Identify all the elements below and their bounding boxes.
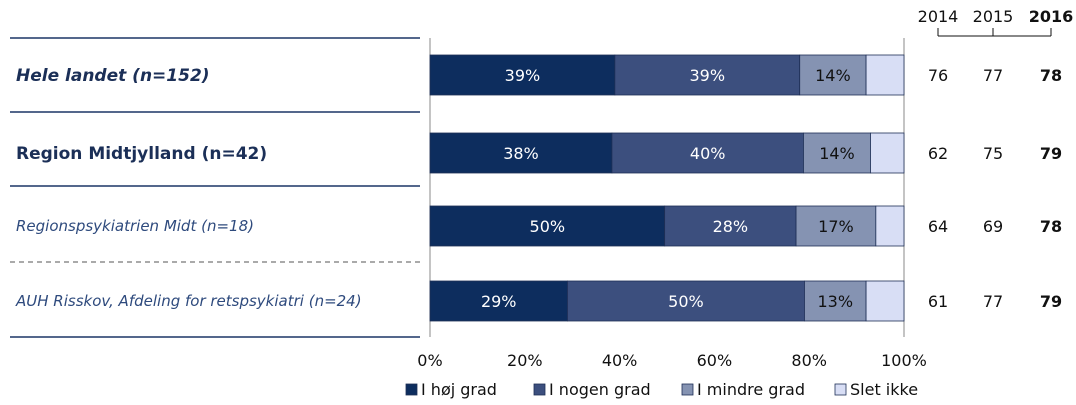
bar-segment-i-mindre-grad: [795, 205, 877, 247]
score-table: 76 77 78 62 75 79 64 69 78 61 77 79: [928, 66, 1062, 311]
score-2015: 77: [983, 66, 1003, 85]
data-label: 50%: [530, 217, 566, 236]
row-label: AUH Risskov, Afdeling for retspsykiatri …: [15, 292, 362, 310]
legend-swatch: [834, 383, 847, 396]
data-label: 14%: [819, 144, 855, 163]
data-label: 39%: [505, 66, 541, 85]
legend-label: I høj grad: [421, 380, 497, 399]
row-labels: Hele landet (n=152) Region Midtjylland (n…: [15, 66, 362, 310]
bar-segment-i-hoj-grad: [429, 132, 613, 174]
data-label: 17%: [818, 217, 854, 236]
score-2016: 79: [1040, 144, 1062, 163]
score-2014: 61: [928, 292, 948, 311]
data-label: 29%: [481, 292, 517, 311]
bar-segment-slet-ikke: [865, 280, 905, 322]
data-label: 39%: [690, 66, 726, 85]
score-2014: 64: [928, 217, 948, 236]
year-label: 2015: [973, 7, 1014, 26]
score-2015: 75: [983, 144, 1003, 163]
row-separators: [10, 37, 420, 338]
bar-segment-i-mindre-grad: [804, 280, 867, 322]
x-tick-label: 100%: [881, 351, 927, 370]
bar-segment-slet-ikke: [865, 54, 905, 96]
bar-segment-i-hoj-grad: [429, 280, 568, 322]
row-label: Hele landet (n=152): [16, 66, 210, 86]
bar-segment-slet-ikke: [870, 132, 905, 174]
data-label: 14%: [815, 66, 851, 85]
x-axis: 0% 20% 40% 60% 80% 100%: [417, 351, 927, 370]
bar-segment-i-nogen-grad: [567, 280, 805, 322]
x-tick-label: 40%: [602, 351, 638, 370]
bar-segment-i-mindre-grad: [803, 132, 871, 174]
year-header: 2014 2015 2016: [918, 7, 1074, 37]
score-2015: 69: [983, 217, 1003, 236]
score-2015: 77: [983, 292, 1003, 311]
bar-segment-i-nogen-grad: [611, 132, 804, 174]
score-2016: 78: [1040, 66, 1062, 85]
legend-label: I mindre grad: [697, 380, 805, 399]
bar-segment-i-hoj-grad: [429, 205, 666, 247]
data-label: 13%: [817, 292, 853, 311]
legend-swatch: [533, 383, 546, 396]
score-2016: 78: [1040, 217, 1062, 236]
row-label: Region Midtjylland (n=42): [16, 144, 267, 164]
score-2016: 79: [1040, 292, 1062, 311]
data-label: 38%: [503, 144, 539, 163]
bar-segment-i-hoj-grad: [429, 54, 616, 96]
plot-area: 39% 39% 14% 38% 40% 14% 50% 28% 17% 29% 50% 13%: [429, 38, 905, 337]
data-label: 50%: [668, 292, 704, 311]
x-tick-label: 0%: [417, 351, 442, 370]
row-label: Regionspsykiatrien Midt (n=18): [16, 217, 254, 235]
year-label: 2014: [918, 7, 959, 26]
data-label: 28%: [713, 217, 749, 236]
legend-label: Slet ikke: [850, 380, 918, 399]
x-tick-label: 20%: [507, 351, 543, 370]
legend-label: I nogen grad: [549, 380, 651, 399]
bar-segment-i-nogen-grad: [664, 205, 797, 247]
legend: I høj grad I nogen grad I mindre grad Slet …: [405, 380, 918, 399]
legend-swatch: [405, 383, 418, 396]
legend-swatch: [681, 383, 694, 396]
score-2014: 76: [928, 66, 948, 85]
year-label: 2016: [1029, 7, 1074, 26]
data-label: 40%: [690, 144, 726, 163]
x-tick-label: 60%: [697, 351, 733, 370]
bar-segment-slet-ikke: [875, 205, 905, 247]
x-tick-label: 80%: [791, 351, 827, 370]
score-2014: 62: [928, 144, 948, 163]
